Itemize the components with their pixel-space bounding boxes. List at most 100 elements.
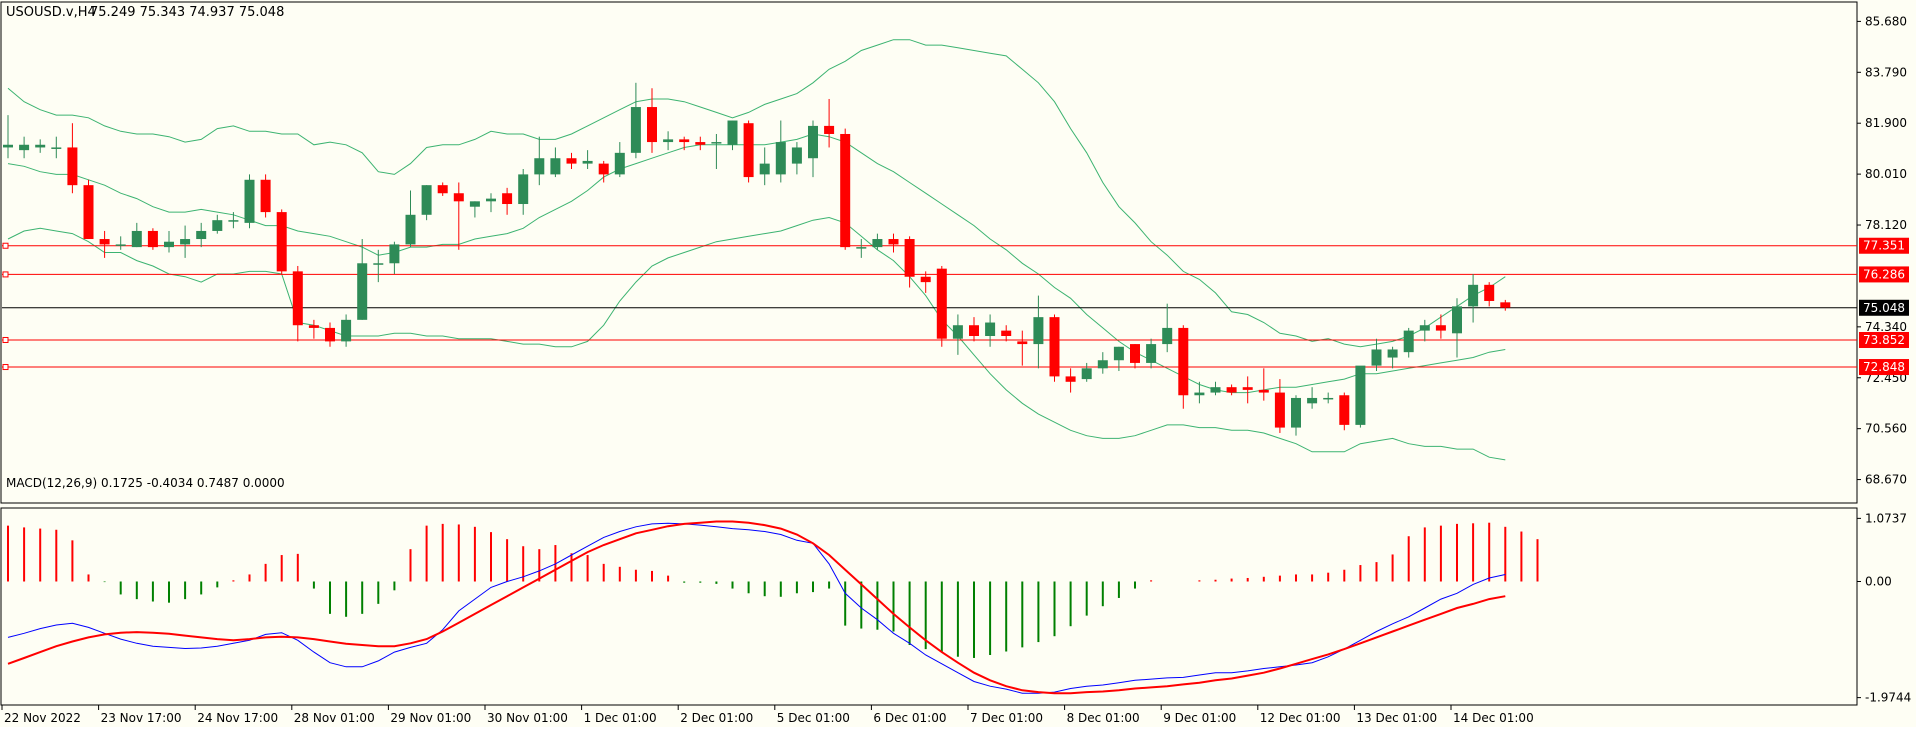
candle <box>1033 295 1044 369</box>
candle <box>1226 384 1237 396</box>
candle-body <box>711 142 722 144</box>
candle <box>985 314 996 347</box>
candle <box>1468 274 1479 323</box>
candle <box>647 88 657 153</box>
candle-body <box>647 107 657 143</box>
candle-body <box>695 142 706 145</box>
time-axis-label: 22 Nov 2022 <box>4 711 81 725</box>
level-price-label: 73.852 <box>1863 333 1905 347</box>
candle <box>1194 381 1205 404</box>
candle <box>1097 352 1108 374</box>
candle-body <box>727 120 738 145</box>
candle-body <box>341 319 352 342</box>
time-axis-label: 23 Nov 17:00 <box>101 711 182 725</box>
time-axis-label: 13 Dec 01:00 <box>1356 711 1437 725</box>
candle-body <box>663 139 674 143</box>
candle <box>196 222 207 248</box>
candle-body <box>19 144 30 151</box>
candle <box>389 241 400 275</box>
candle <box>405 190 416 248</box>
candle <box>824 98 835 148</box>
candle <box>1484 282 1495 307</box>
price-axis-label: 83.790 <box>1865 65 1907 79</box>
candle <box>534 136 545 186</box>
candle-body <box>1017 341 1028 345</box>
candle <box>791 142 802 175</box>
price-axis-label: 70.560 <box>1865 422 1907 436</box>
level-price-tag <box>1859 359 1909 376</box>
candle-body <box>1274 392 1285 428</box>
candle-body <box>518 174 529 205</box>
candle-body <box>67 147 78 186</box>
candle <box>872 233 883 250</box>
candle-body <box>1242 387 1253 390</box>
candle <box>1419 319 1430 342</box>
candle <box>131 222 142 248</box>
level-anchor[interactable] <box>2 242 9 249</box>
time-axis-label: 24 Nov 17:00 <box>197 711 278 725</box>
candle-body <box>1065 376 1076 382</box>
candle-body <box>405 214 416 245</box>
candle-body <box>936 268 947 339</box>
candle <box>1435 314 1446 339</box>
candle <box>1323 392 1334 404</box>
current-price-tag <box>1859 299 1909 316</box>
candle <box>936 265 947 347</box>
macd-params-label: MACD(12,26,9) 0.1725 -0.4034 0.7487 0.00… <box>6 476 285 490</box>
candle <box>679 136 690 151</box>
candle-body <box>292 271 303 326</box>
candle-body <box>920 276 931 283</box>
candle-body <box>502 193 513 205</box>
candle <box>228 212 239 229</box>
candle <box>630 82 641 159</box>
time-axis-label: 29 Nov 01:00 <box>390 711 471 725</box>
candle-body <box>212 220 223 231</box>
candle-body <box>325 327 335 342</box>
candle <box>276 209 287 275</box>
candle <box>1291 395 1301 436</box>
candle <box>614 142 625 178</box>
candle <box>260 174 271 218</box>
candle <box>244 174 255 229</box>
candle-body <box>453 193 464 202</box>
candle-body <box>1130 344 1140 363</box>
candle <box>727 120 738 151</box>
candle <box>1258 368 1269 401</box>
candle <box>1130 344 1140 369</box>
candle-body <box>1033 317 1044 345</box>
candle-body <box>196 230 207 240</box>
candle <box>325 322 335 347</box>
price-axis-label: 68.670 <box>1865 473 1907 487</box>
candle <box>920 271 931 293</box>
price-axis-label: 78.120 <box>1865 218 1907 232</box>
candle-body <box>952 325 963 339</box>
candle-body <box>260 179 271 213</box>
candle <box>808 120 818 178</box>
candle-body <box>35 144 46 148</box>
macd-pane[interactable] <box>0 507 1858 706</box>
candle <box>421 185 432 221</box>
candle-body <box>308 325 319 328</box>
price-pane-border <box>0 1 1858 504</box>
time-axis-label: 30 Nov 01:00 <box>487 711 568 725</box>
candle-body <box>51 147 62 149</box>
time-axis-label: 28 Nov 01:00 <box>294 711 375 725</box>
candle-body <box>437 185 448 194</box>
candle-body <box>373 263 384 265</box>
candle-body <box>1113 346 1124 361</box>
candle-body <box>115 244 126 246</box>
candle-body <box>1049 317 1060 377</box>
ohlc-values: 75.249 75.343 74.937 75.048 <box>90 5 284 20</box>
candle-body <box>582 160 593 164</box>
candle-body <box>1323 397 1334 400</box>
candle-body <box>840 133 851 248</box>
candle <box>1500 299 1511 311</box>
level-anchor[interactable] <box>2 336 9 343</box>
candle <box>743 120 754 183</box>
candle <box>663 131 674 151</box>
price-pane[interactable] <box>0 1 1858 504</box>
level-anchor[interactable] <box>2 364 9 371</box>
level-anchor[interactable] <box>2 271 9 278</box>
candle-body <box>856 247 867 249</box>
